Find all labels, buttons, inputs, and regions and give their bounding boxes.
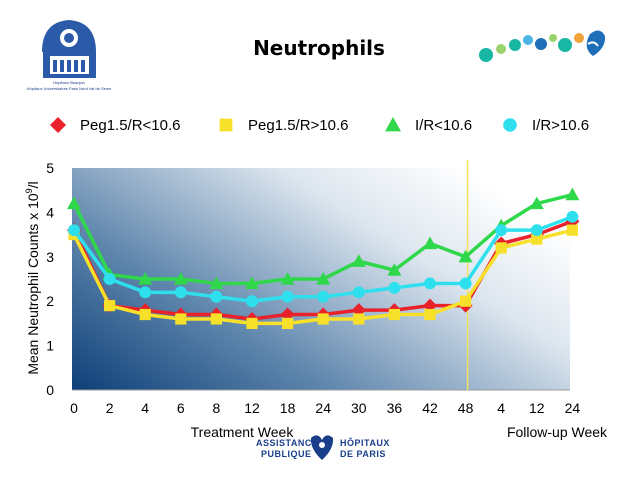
x-tick-label: 2	[106, 400, 114, 416]
y-axis-title: Mean Neutrophil Counts x 109/l	[24, 181, 41, 374]
x-tick-label: 4	[497, 400, 505, 416]
x-axis-title-followup: Follow-up Week	[507, 424, 608, 440]
data-point	[246, 295, 258, 308]
data-point	[387, 263, 402, 276]
legend-marker	[385, 117, 401, 132]
y-tick-label: 5	[46, 160, 54, 176]
data-point	[245, 276, 259, 290]
legend-label: I/R>10.6	[532, 117, 589, 134]
data-point	[67, 196, 81, 210]
data-point	[210, 290, 223, 303]
legend-label: Peg1.5/R>10.6	[248, 117, 349, 134]
series-4	[68, 210, 579, 308]
x-tick-label: 30	[351, 400, 367, 416]
legend-label: Peg1.5/R<10.6	[80, 117, 181, 134]
legend-label: I/R<10.6	[415, 117, 472, 134]
legend: Peg1.5/R<10.6 Peg1.5/R>10.6 I/R<10.6 I/R>10…	[50, 117, 589, 134]
logo-left-line-1: Hôpitaux Beaujon	[53, 80, 85, 85]
data-point	[495, 242, 507, 254]
data-point	[459, 277, 472, 290]
data-point	[104, 300, 116, 312]
data-point	[174, 286, 187, 299]
data-point	[173, 272, 188, 285]
data-point	[424, 277, 436, 290]
legend-item: Peg1.5/R>10.6	[219, 117, 349, 134]
data-point	[529, 196, 544, 210]
x-tick-label: 18	[280, 400, 296, 416]
data-point	[566, 224, 578, 236]
data-point	[317, 313, 329, 325]
aphp-line-2: PUBLIQUE	[261, 449, 312, 459]
data-point	[139, 308, 151, 321]
y-axis-title-tail: /l	[25, 181, 41, 188]
data-point	[531, 233, 543, 245]
x-tick-label: 48	[458, 400, 474, 416]
x-tick-label: 8	[213, 400, 221, 416]
y-tick-label: 3	[46, 249, 54, 265]
x-tick-label: 24	[315, 400, 331, 416]
data-point	[246, 317, 258, 329]
x-tick-label: 4	[141, 400, 149, 416]
data-point	[565, 187, 580, 201]
legend-marker	[50, 117, 66, 133]
x-tick-label: 12	[244, 400, 260, 416]
legend-marker	[503, 118, 517, 132]
aphp-line-4: DE PARIS	[340, 449, 386, 459]
x-tick-label: 12	[529, 400, 545, 416]
data-point	[458, 249, 473, 263]
legend-item: I/R>10.6	[503, 117, 589, 134]
x-axis-ticks: 0 2 4 6 8 12 18 24 30 36 42 48 4 12 24	[70, 400, 580, 416]
y-axis-ticks: 0 1 2 3 4 5	[46, 160, 54, 398]
y-tick-label: 0	[46, 382, 54, 398]
data-point	[175, 313, 187, 325]
data-point	[280, 272, 295, 285]
data-point	[138, 272, 153, 285]
y-tick-label: 4	[46, 204, 54, 220]
data-point	[209, 276, 224, 290]
data-point	[68, 224, 80, 237]
data-point	[317, 290, 330, 303]
data-point	[282, 317, 294, 329]
x-tick-label: 0	[70, 400, 78, 416]
data-point	[210, 313, 222, 325]
data-point	[353, 313, 365, 325]
aphp-logo: ASSISTANCE PUBLIQUE HÔPITAUX DE PARIS	[256, 435, 390, 460]
chart-title: Neutrophils	[253, 36, 385, 60]
data-point	[281, 290, 294, 303]
logo-left-line-2: Hôpitaux Universitaires Paris Nord Val d…	[27, 86, 112, 91]
data-point	[566, 210, 579, 223]
data-point	[388, 281, 401, 294]
data-point	[352, 286, 365, 299]
legend-marker	[219, 118, 233, 132]
series-2	[68, 224, 578, 329]
data-point	[530, 224, 543, 237]
data-point	[423, 236, 437, 250]
legend-item: I/R<10.6	[385, 117, 472, 134]
data-point	[139, 286, 152, 299]
hospital-logo: Hôpitaux Beaujon Hôpitaux Universitaires…	[27, 20, 112, 91]
series-layer	[67, 187, 580, 329]
y-tick-label: 2	[46, 293, 54, 309]
data-point	[495, 224, 508, 237]
x-tick-label: 6	[177, 400, 185, 416]
x-axis-title-treatment: Treatment Week	[191, 424, 295, 440]
aphp-line-1: ASSISTANCE	[256, 438, 318, 448]
aphp-line-3: HÔPITAUX	[340, 437, 390, 448]
data-point	[103, 273, 116, 285]
x-tick-label: 24	[565, 400, 581, 416]
data-point	[460, 295, 472, 307]
x-tick-label: 36	[387, 400, 403, 416]
x-tick-label: 42	[422, 400, 438, 416]
data-point	[388, 308, 400, 321]
y-axis-title-main: Mean Neutrophil Counts x 10	[25, 193, 41, 375]
legend-item: Peg1.5/R<10.6	[50, 117, 181, 134]
y-axis-title-sup: 9	[24, 188, 34, 193]
data-point	[316, 272, 331, 285]
y-tick-label: 1	[46, 338, 54, 354]
data-point	[351, 254, 366, 267]
decorative-logo	[479, 30, 606, 62]
data-point	[424, 308, 436, 321]
